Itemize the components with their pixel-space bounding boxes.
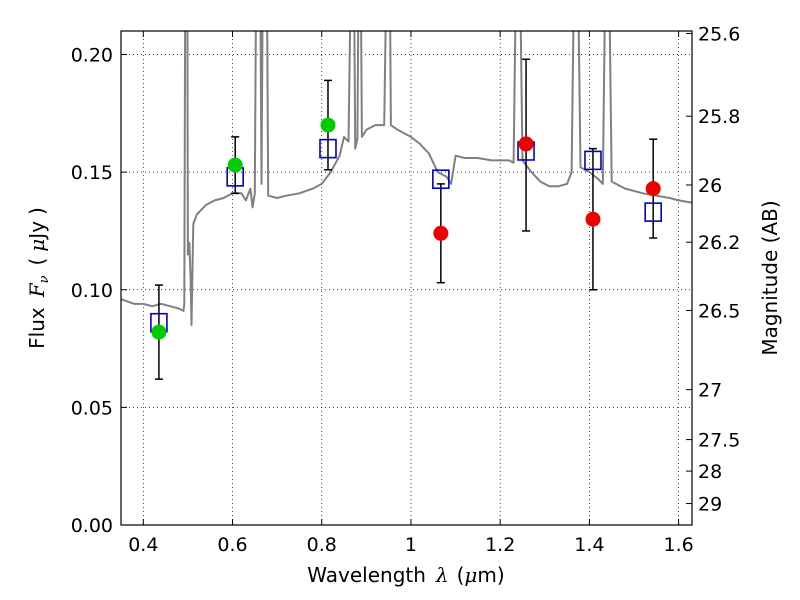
y2-tick-label: 29 [698, 494, 722, 516]
x-tick-label: 1.6 [664, 534, 694, 556]
x-tick-label: 1 [405, 534, 417, 556]
data-point [518, 136, 534, 152]
data-point [585, 211, 601, 227]
data-point [227, 157, 243, 173]
model-square-marker [432, 169, 450, 189]
y2-tick-label: 26.5 [698, 300, 740, 322]
data-area [121, 31, 692, 380]
x-tick-label: 0.8 [307, 534, 337, 556]
y2-tick-label: 25.8 [698, 106, 740, 128]
x-tick-label: 1.2 [485, 534, 515, 556]
data-point [320, 117, 336, 133]
y2-tick-label: 26 [698, 175, 722, 197]
axes: 0.4 0.6 0.8 1 1.2 1.4 1.6 0.00 0.05 0.10 0.15 0.20 2… [71, 24, 741, 556]
y2-tick-label: 28 [698, 461, 722, 483]
y2-tick-label: 27.5 [698, 430, 740, 452]
y-tick-label: 0.00 [71, 515, 113, 537]
y-tick-label: 0.05 [71, 397, 113, 419]
plot-frame [120, 30, 693, 526]
spectrum-line [121, 31, 692, 326]
y2-tick-label: 25.6 [698, 24, 740, 46]
y-tick-label: 0.20 [71, 45, 113, 67]
model-square-marker [644, 202, 662, 222]
data-point [645, 181, 661, 197]
y2-axis-label: Magnitude (AB) [758, 200, 782, 355]
x-tick-label: 0.6 [217, 534, 247, 556]
y-tick-label: 0.10 [71, 280, 113, 302]
grid [121, 31, 692, 525]
x-tick-label: 0.4 [128, 534, 158, 556]
x-tick-label: 1.4 [574, 534, 604, 556]
y-tick-label: 0.15 [71, 162, 113, 184]
y2-tick-label: 27 [698, 380, 722, 402]
model-square-marker [584, 150, 602, 171]
data-point [433, 225, 449, 241]
model-square-marker [319, 138, 337, 159]
y-axis-label: FluxFν(μJy) [25, 207, 52, 349]
y2-tick-label: 26.2 [698, 232, 740, 254]
data-point [151, 324, 167, 340]
x-axis-label: Wavelength λ (μm) [307, 563, 504, 587]
